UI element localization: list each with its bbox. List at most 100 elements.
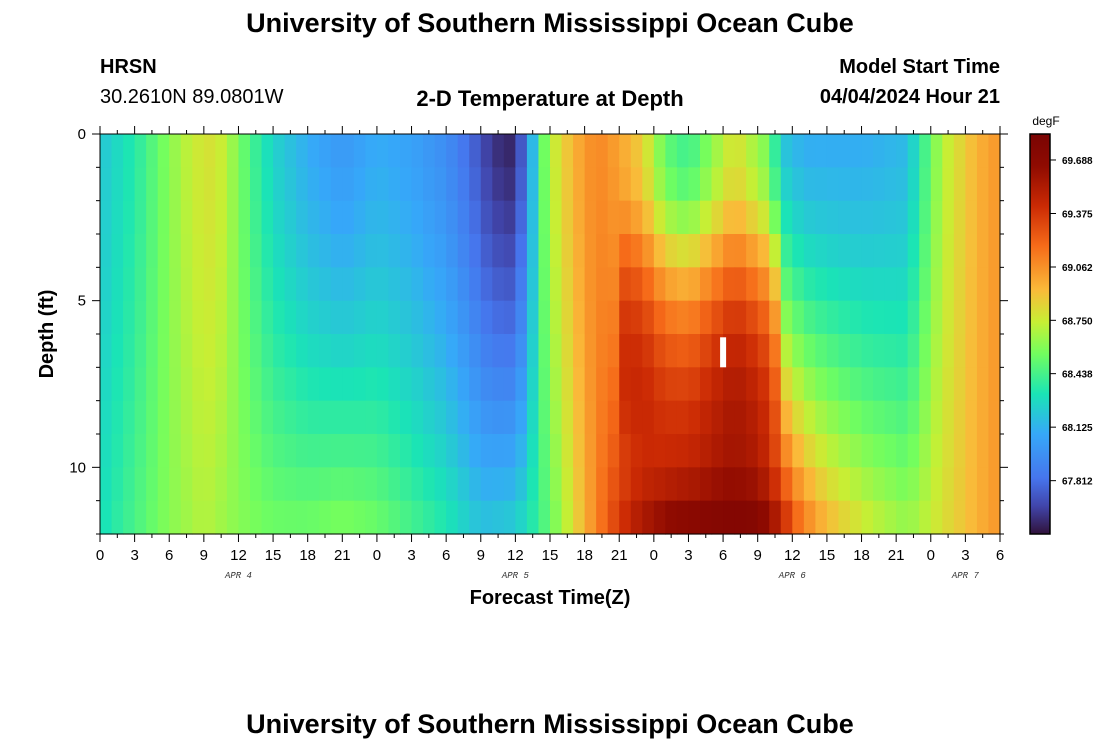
heatmap-cell xyxy=(584,234,597,268)
heatmap-cell xyxy=(238,200,251,235)
heatmap-cell xyxy=(653,367,666,402)
heatmap-cell xyxy=(319,134,332,168)
heatmap-cell xyxy=(330,300,343,335)
heatmap-cell xyxy=(457,234,470,268)
heatmap-cell xyxy=(319,434,332,468)
heatmap-cell xyxy=(573,334,586,368)
heatmap-cell xyxy=(815,267,828,302)
heatmap-cell xyxy=(573,467,586,502)
heatmap-cell xyxy=(965,334,978,368)
heatmap-cell xyxy=(815,434,828,468)
heatmap-cell xyxy=(342,367,355,402)
heatmap-cell xyxy=(157,400,170,435)
heatmap-cell xyxy=(653,334,666,368)
heatmap-cell xyxy=(550,467,563,502)
heatmap-cell xyxy=(238,500,251,535)
heatmap-cell xyxy=(100,167,113,202)
heatmap-cell xyxy=(538,400,551,435)
heatmap-cell xyxy=(365,500,378,535)
heatmap-cell xyxy=(376,267,390,302)
heatmap-cell xyxy=(850,167,863,202)
heatmap-cell xyxy=(100,434,113,468)
heatmap-cell xyxy=(192,134,205,168)
heatmap-cell xyxy=(330,334,343,368)
heatmap-cell xyxy=(157,300,170,335)
heatmap-cell xyxy=(665,467,678,502)
heatmap-cell xyxy=(180,300,193,335)
heatmap-cell xyxy=(607,367,620,402)
heatmap-cell xyxy=(780,134,793,168)
heatmap-cell xyxy=(319,334,332,368)
heatmap-cell xyxy=(250,400,263,435)
heatmap-cell xyxy=(134,334,147,368)
heatmap-cell xyxy=(653,267,666,302)
heatmap-cell xyxy=(526,134,540,168)
heatmap-cell xyxy=(157,467,170,502)
heatmap-cell xyxy=(630,400,643,435)
heatmap-cell xyxy=(180,167,193,202)
heatmap-cell xyxy=(180,134,193,168)
heatmap-cell xyxy=(180,434,193,468)
heatmap-cell xyxy=(803,434,816,468)
heatmap-cell xyxy=(919,200,932,235)
heatmap-cell xyxy=(850,134,863,168)
heatmap-cell xyxy=(561,267,574,302)
heatmap-cell xyxy=(146,500,159,535)
heatmap-cell xyxy=(919,500,932,535)
heatmap-cell xyxy=(988,367,1001,402)
colorbar-tick-label: 69.688 xyxy=(1062,156,1093,167)
heatmap-cell xyxy=(584,134,597,168)
heatmap-cell xyxy=(596,334,609,368)
heatmap-cell xyxy=(238,434,251,468)
heatmap-cell xyxy=(734,134,747,168)
heatmap-cell xyxy=(769,234,782,268)
heatmap-cell xyxy=(803,334,816,368)
x-tick-label: 18 xyxy=(853,547,870,564)
heatmap-cell xyxy=(584,267,597,302)
heatmap-cell xyxy=(953,500,966,535)
heatmap-cell xyxy=(838,134,851,168)
heatmap-cell xyxy=(953,234,966,268)
heatmap-cell xyxy=(803,400,816,435)
heatmap-cell xyxy=(850,234,863,268)
heatmap-cell xyxy=(296,500,309,535)
heatmap-cell xyxy=(815,500,828,535)
heatmap-cell xyxy=(353,334,366,368)
heatmap-cell xyxy=(976,334,990,368)
heatmap-cell xyxy=(665,167,678,202)
heatmap-cell xyxy=(307,267,320,302)
heatmap-cell xyxy=(123,467,136,502)
heatmap-cell xyxy=(261,134,274,168)
heatmap-cell xyxy=(100,300,113,335)
heatmap-cell xyxy=(630,200,643,235)
date-label: APR 4 xyxy=(224,571,252,581)
heatmap-cell xyxy=(550,367,563,402)
heatmap-cell xyxy=(215,467,228,502)
heatmap-cell xyxy=(365,234,378,268)
heatmap-cell xyxy=(561,367,574,402)
heatmap-cell xyxy=(688,434,701,468)
heatmap-cell xyxy=(596,300,609,335)
heatmap-cell xyxy=(169,400,182,435)
heatmap-cell xyxy=(284,134,297,168)
x-tick-label: 21 xyxy=(888,547,905,564)
heatmap-cell xyxy=(469,267,482,302)
heatmap-cell xyxy=(307,200,320,235)
heatmap-cell xyxy=(676,334,690,368)
heatmap-cell xyxy=(480,267,493,302)
heatmap-cell xyxy=(411,400,424,435)
heatmap-cell xyxy=(907,434,920,468)
heatmap-cell xyxy=(203,467,216,502)
heatmap-cell xyxy=(861,367,874,402)
date-label: APR 7 xyxy=(951,571,980,581)
heatmap-cell xyxy=(526,267,540,302)
heatmap-cell xyxy=(896,300,909,335)
heatmap-cell xyxy=(192,200,205,235)
heatmap-cell xyxy=(434,267,447,302)
heatmap-cell xyxy=(492,334,505,368)
heatmap-cell xyxy=(596,367,609,402)
heatmap-cell xyxy=(896,434,909,468)
heatmap-cell xyxy=(803,500,816,535)
heatmap-cell xyxy=(688,400,701,435)
heatmap-cell xyxy=(353,500,366,535)
